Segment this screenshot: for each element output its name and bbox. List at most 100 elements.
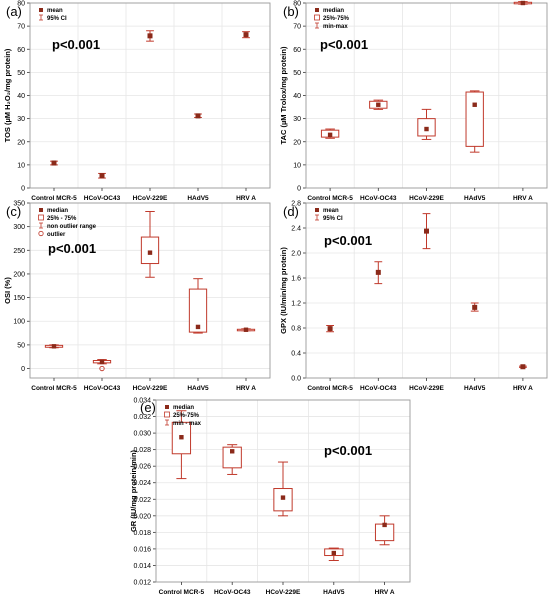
median-point — [331, 550, 336, 556]
y-tick-label: 0 — [21, 366, 25, 373]
x-tick-label: HCoV-OC43 — [84, 385, 121, 392]
median-point — [327, 132, 333, 138]
x-tick-label: HRV A — [513, 195, 533, 202]
median-point — [147, 250, 153, 255]
legend-marker — [315, 8, 319, 12]
iqr-box — [140, 236, 160, 265]
y-tick-label: 300 — [13, 224, 25, 231]
panel-label: (d) — [283, 204, 299, 219]
y-tick-label: 0.0 — [291, 376, 301, 383]
chart-panel-1: (a) 0 10 20 30 40 50 60 70 80 Control MCR-5 HCoV-OC… — [3, 1, 271, 202]
median-point — [51, 344, 57, 349]
y-tick-label: 350 — [13, 201, 25, 208]
y-tick-label: 0.022 — [133, 497, 151, 504]
mean-point — [375, 269, 381, 275]
y-tick-label: 150 — [13, 295, 25, 302]
x-tick-label: HAdV5 — [187, 195, 209, 202]
y-tick-label: 40 — [293, 93, 301, 100]
mean-point — [327, 326, 333, 332]
p-value-label: p<0.001 — [52, 37, 100, 52]
y-axis-title: GR (IU/mg protein/min) — [129, 449, 138, 532]
x-tick-label: Control MCR-5 — [31, 195, 77, 202]
x-tick-label: HCoV-229E — [409, 195, 444, 202]
y-tick-label: 0.032 — [133, 414, 151, 421]
chart-panel-4: (d) 0.0 0.4 0.8 1.2 1.6 2.0 2.4 2.8 Control MCR-5… — [279, 201, 548, 392]
legend-label: 25%-75% — [323, 16, 350, 22]
y-axis-title: GPX (IU/min/mg protein) — [279, 247, 288, 334]
x-tick-label: HAdV5 — [464, 195, 486, 202]
panel-label: (a) — [6, 4, 22, 19]
x-tick-label: HRV A — [513, 385, 533, 392]
y-tick-label: 70 — [293, 24, 301, 31]
median-point — [99, 359, 105, 365]
x-tick-label: Control MCR-5 — [159, 589, 205, 596]
chart-panel-3: (c) 0 50 100 150 200 250 300 350 Control MCR-5 HCo… — [3, 201, 271, 392]
y-tick-label: 50 — [17, 70, 25, 77]
x-tick-label: HRV A — [236, 385, 256, 392]
y-tick-label: 10 — [17, 162, 25, 169]
y-tick-label: 60 — [293, 47, 301, 54]
median-point — [179, 435, 184, 440]
chart-panel-2: (b) 0 10 20 30 40 50 60 70 80 Control MCR-5 HCoV-OC… — [279, 0, 548, 202]
y-tick-label: 1.6 — [291, 276, 301, 283]
y-tick-label: 0.4 — [291, 351, 301, 358]
x-tick-label: HCoV-229E — [133, 385, 168, 392]
y-tick-label: 0.024 — [133, 480, 151, 487]
y-tick-label: 200 — [13, 271, 25, 278]
y-tick-label: 0.016 — [133, 546, 151, 553]
y-tick-label: 1.2 — [291, 301, 301, 308]
legend-marker — [38, 214, 44, 221]
x-tick-label: Control MCR-5 — [307, 385, 353, 392]
p-value-label: p<0.001 — [48, 241, 96, 256]
mean-point — [99, 173, 105, 179]
y-tick-label: 0.018 — [133, 530, 151, 537]
x-tick-label: HCoV-229E — [133, 195, 168, 202]
iqr-box — [188, 288, 208, 333]
y-tick-label: 50 — [293, 70, 301, 77]
x-tick-label: HCoV-OC43 — [84, 195, 121, 202]
median-point — [280, 495, 286, 500]
x-tick-label: HRV A — [375, 589, 395, 596]
y-tick-label: 2.4 — [291, 226, 301, 233]
x-tick-label: HCoV-OC43 — [214, 589, 251, 596]
y-tick-label: 0.026 — [133, 464, 151, 471]
median-point — [424, 126, 429, 132]
median-point — [520, 0, 526, 6]
y-tick-label: 60 — [17, 47, 25, 54]
mean-point — [243, 32, 249, 38]
legend-marker — [164, 411, 170, 418]
y-tick-label: 100 — [13, 319, 25, 326]
y-tick-label: 0.028 — [133, 447, 151, 454]
legend-marker — [39, 208, 43, 212]
median-point — [230, 449, 235, 454]
legend-label: 25% - 75% — [47, 216, 77, 222]
y-tick-label: 0.020 — [133, 513, 151, 520]
x-tick-label: HRV A — [236, 195, 256, 202]
p-value-label: p<0.001 — [320, 37, 368, 52]
y-tick-label: 30 — [293, 116, 301, 123]
p-value-label: p<0.001 — [324, 443, 372, 458]
legend-label: mean — [47, 8, 63, 14]
outlier-point — [99, 365, 105, 372]
y-tick-label: 80 — [17, 1, 25, 8]
legend-marker — [39, 8, 43, 12]
y-tick-label: 70 — [17, 24, 25, 31]
y-tick-label: 0.8 — [291, 326, 301, 333]
legend-marker — [314, 14, 320, 21]
x-tick-label: HCoV-229E — [409, 385, 444, 392]
x-tick-label: HAdV5 — [187, 385, 209, 392]
y-tick-label: 0.014 — [133, 563, 151, 570]
y-tick-label: 0 — [297, 186, 301, 193]
legend-label: median — [47, 208, 68, 214]
y-tick-label: 250 — [13, 248, 25, 255]
mean-point — [472, 304, 478, 310]
panel-label: (b) — [283, 4, 299, 19]
legend-marker — [315, 208, 319, 212]
x-tick-label: HAdV5 — [464, 385, 486, 392]
y-tick-label: 20 — [17, 139, 25, 146]
legend-label: non outlier range — [47, 224, 97, 230]
legend-label: outlier — [47, 232, 66, 238]
median-point — [195, 324, 201, 330]
panel-label: (c) — [6, 204, 21, 219]
median-point — [382, 522, 387, 528]
